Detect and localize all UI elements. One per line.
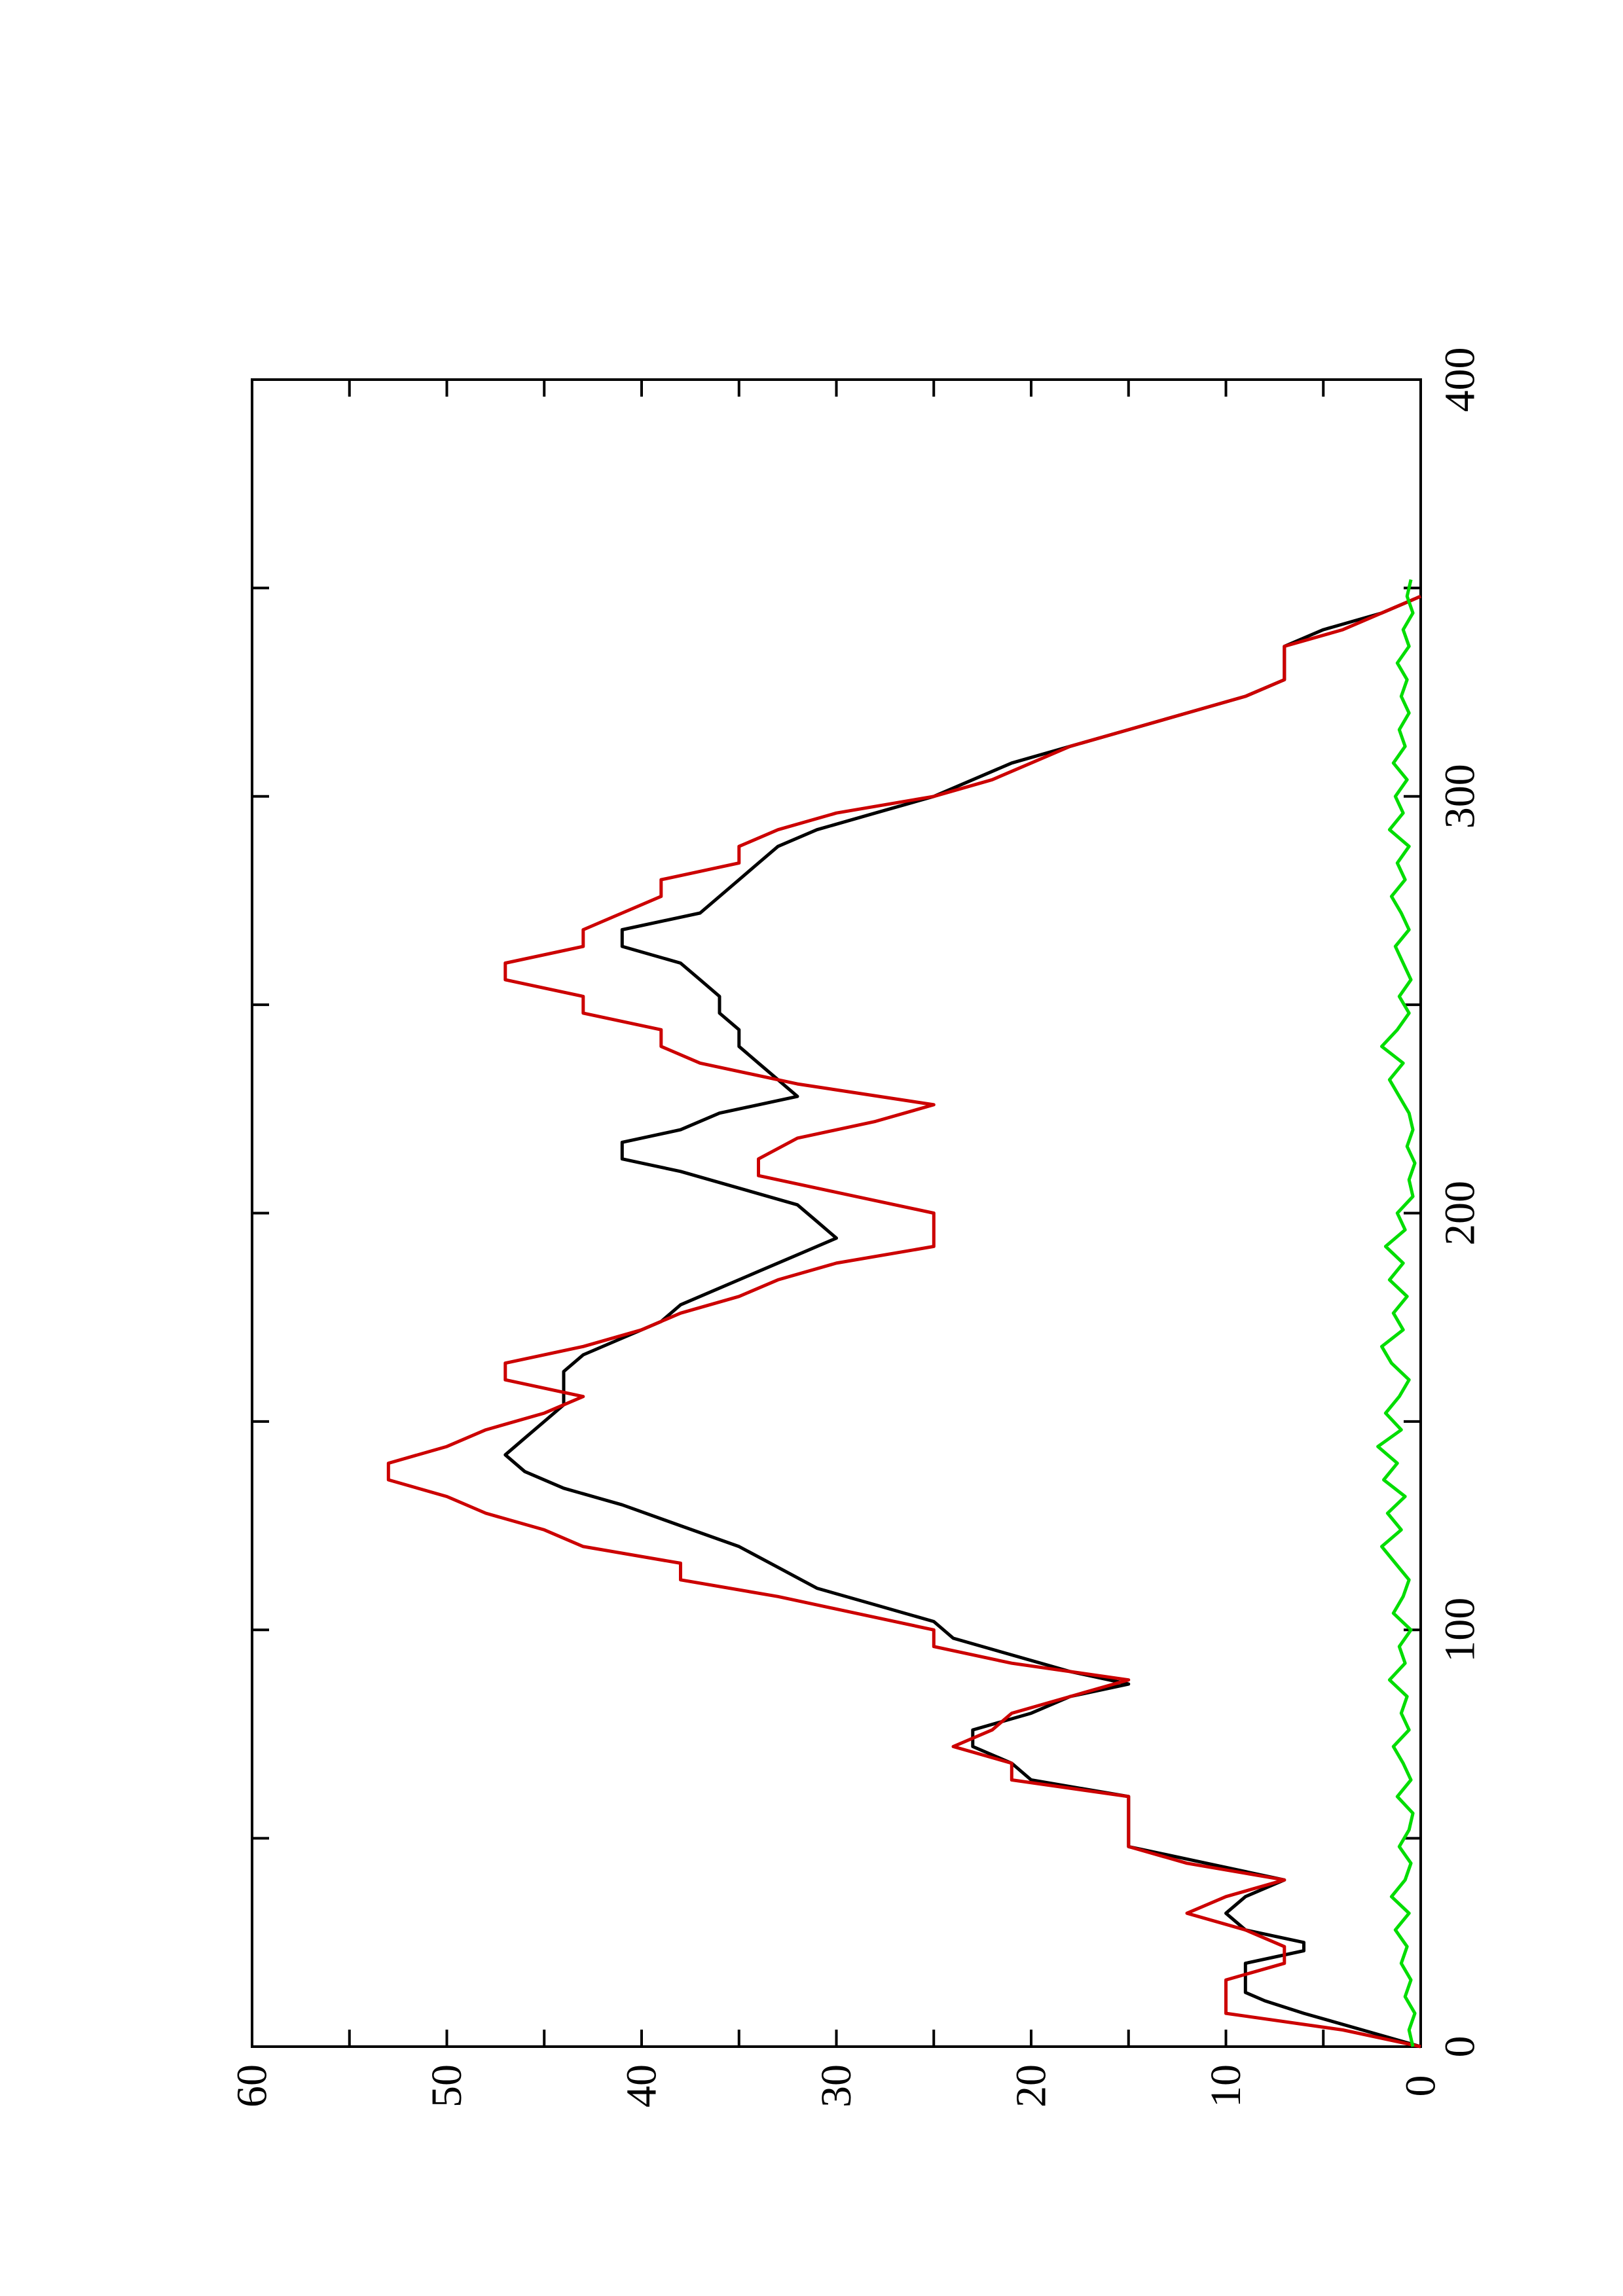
- y-tick-label: 10: [1202, 2064, 1250, 2108]
- x-tick-label: 100: [1436, 1598, 1484, 1662]
- tick-labels: 0 100 200 300 400 0 10 20 30 40 50 60: [228, 348, 1484, 2108]
- x-tick-label: 0: [1436, 2036, 1484, 2058]
- x-tick-label: 400: [1436, 348, 1484, 412]
- x-tick-label: 200: [1436, 1181, 1484, 1246]
- series-line-2: [386, 594, 1421, 2049]
- ticks: [251, 378, 1422, 2048]
- y-tick-label: 60: [228, 2064, 276, 2108]
- y-tick-label: 0: [1397, 2075, 1445, 2097]
- y-tick-label: 20: [1008, 2064, 1055, 2108]
- series-group: [386, 579, 1421, 2049]
- y-tick-label: 50: [423, 2064, 471, 2108]
- series-line-3: [1376, 579, 1417, 2047]
- plot-frame: [251, 378, 1422, 2048]
- series-line-1: [503, 594, 1421, 2049]
- x-tick-label: 300: [1436, 764, 1484, 829]
- y-tick-label: 30: [812, 2064, 860, 2108]
- y-tick-label: 40: [618, 2064, 666, 2108]
